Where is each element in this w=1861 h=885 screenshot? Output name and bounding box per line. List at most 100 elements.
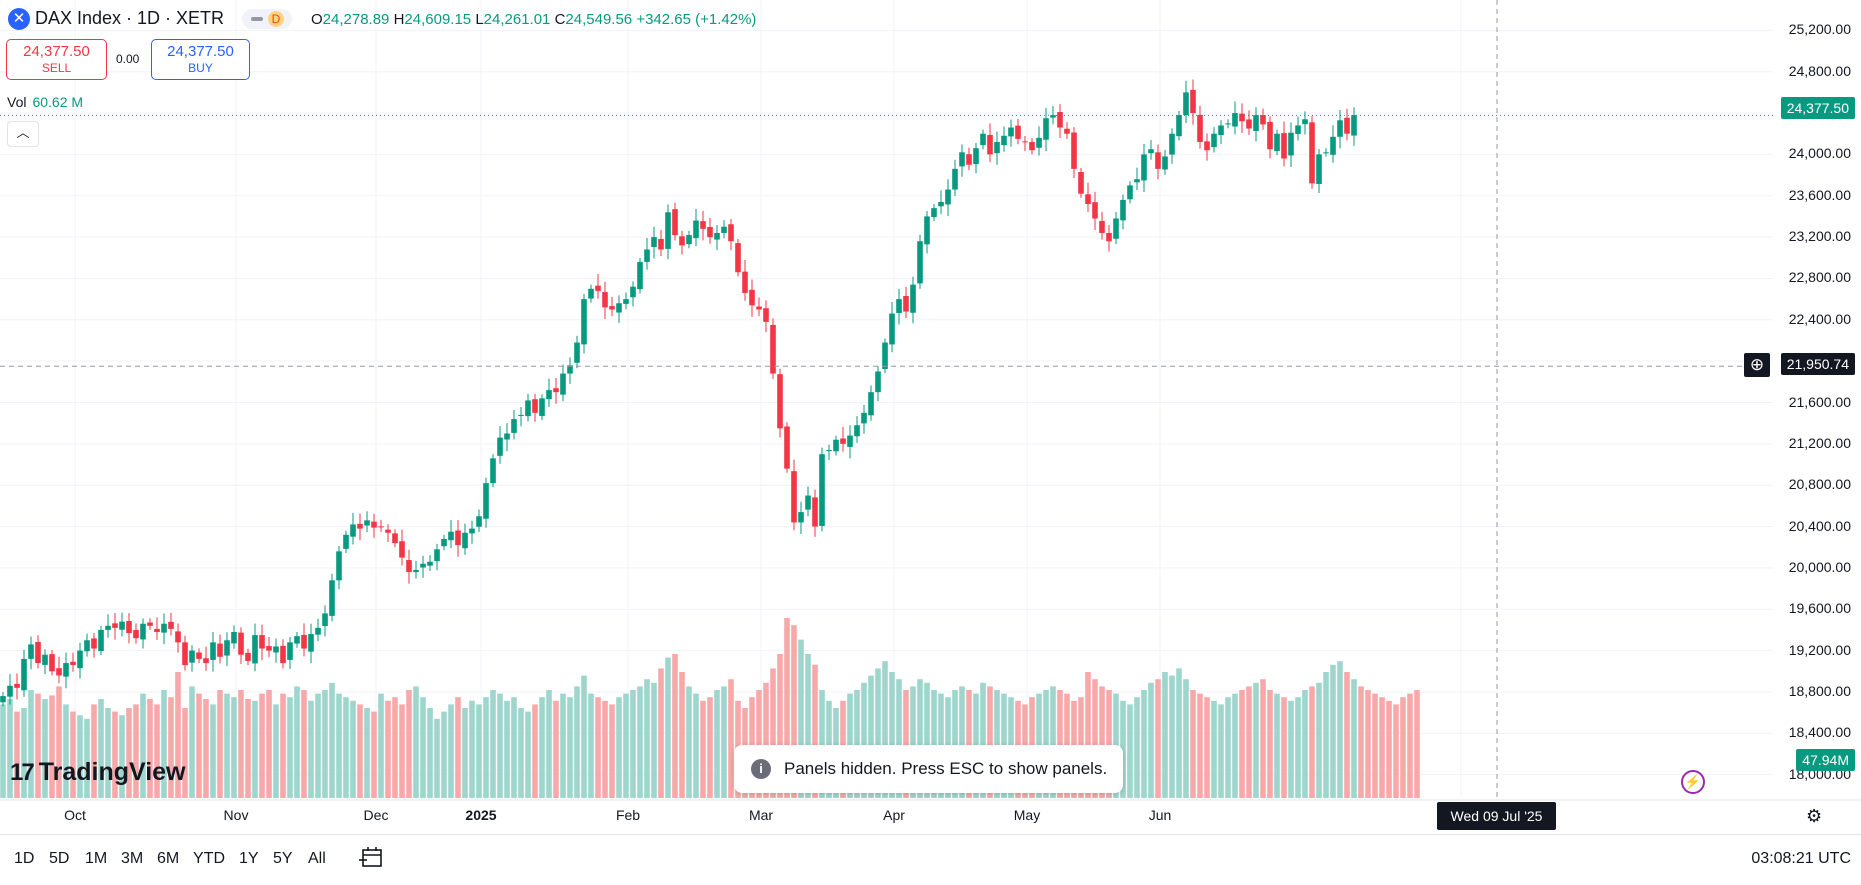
volume-bar — [924, 682, 930, 798]
market-status-pill[interactable]: D — [242, 9, 292, 29]
candle-body — [483, 483, 489, 519]
volume-bar — [1400, 697, 1406, 798]
sell-button[interactable]: 24,377.50 SELL — [6, 39, 107, 80]
symbol-title[interactable]: DAX Index · 1D · XETR — [35, 8, 225, 28]
buy-button[interactable]: 24,377.50 BUY — [151, 39, 250, 80]
settings-gear-icon[interactable]: ⚙ — [1806, 806, 1823, 826]
range-5y-button[interactable]: 5Y — [273, 850, 293, 867]
candle-body — [91, 638, 97, 649]
tradingview-logo[interactable]: 17 TradingView — [10, 758, 186, 787]
candle-body — [1295, 125, 1301, 134]
range-1m-button[interactable]: 1M — [85, 850, 108, 867]
volume-bar — [371, 711, 377, 798]
volume-bar — [448, 704, 454, 798]
range-3m-button[interactable]: 3M — [121, 850, 144, 867]
minus-icon — [251, 17, 263, 21]
volume-bar — [1106, 690, 1112, 798]
candle-body — [1078, 171, 1084, 194]
candle-body — [385, 529, 391, 533]
candle-body — [1043, 118, 1049, 140]
candle-body — [581, 299, 587, 345]
bottom-toolbar — [0, 834, 1861, 885]
volume-bar — [791, 625, 797, 798]
lightning-icon[interactable]: ⚡ — [1681, 770, 1705, 794]
volume-bar — [1099, 686, 1105, 798]
volume-bar — [70, 711, 76, 798]
candle-body — [469, 528, 475, 534]
candle-body — [1001, 135, 1007, 146]
candle-body — [560, 373, 566, 395]
candle-body — [630, 286, 636, 298]
candle-body — [490, 458, 496, 484]
volume-bar — [1183, 679, 1189, 798]
volume-bar — [1309, 686, 1315, 798]
calendar-goto-icon[interactable] — [359, 846, 383, 868]
add-alert-plus-icon[interactable]: ⊕ — [1744, 353, 1770, 377]
range-6m-button[interactable]: 6M — [157, 850, 180, 867]
candle-body — [966, 154, 972, 165]
buy-price: 24,377.50 — [167, 43, 234, 60]
volume-bar — [1414, 690, 1420, 798]
candle-body — [686, 235, 692, 245]
volume-bar — [168, 697, 174, 798]
volume-bar — [266, 690, 272, 798]
volume-bar — [1316, 682, 1322, 798]
candle-body — [1029, 141, 1035, 151]
volume-bar — [203, 699, 209, 798]
volume-bar — [1260, 679, 1266, 798]
candle-body — [847, 435, 853, 447]
candle-body — [644, 249, 650, 262]
volume-bar — [952, 690, 958, 798]
price-axis-tick: 23,200.00 — [1788, 228, 1851, 245]
volume-bar — [385, 700, 391, 798]
candle-body — [742, 271, 748, 293]
candle-body — [84, 640, 90, 652]
candle-body — [1316, 154, 1322, 184]
range-5d-button[interactable]: 5D — [49, 850, 70, 867]
volume-bar — [56, 686, 62, 798]
candle-body — [105, 625, 111, 630]
change-value: +342.65 (+1.42%) — [636, 11, 757, 28]
candle-body — [861, 412, 867, 424]
candle-body — [364, 520, 370, 526]
candle-body — [539, 398, 545, 416]
candle-body — [497, 437, 503, 456]
candle-body — [588, 288, 594, 299]
volume-legend: Vol 60.62 M — [7, 94, 83, 110]
utc-clock[interactable]: 03:08:21 UTC — [1751, 850, 1851, 867]
volume-bar — [1407, 693, 1413, 798]
candle-body — [854, 425, 860, 437]
sell-label: SELL — [41, 61, 72, 75]
candle-body — [462, 532, 468, 549]
candle-body — [735, 243, 741, 273]
time-axis-tick: Nov — [223, 807, 249, 823]
volume-bar — [1253, 682, 1259, 798]
candle-body — [1008, 127, 1014, 137]
candle-body — [35, 641, 41, 664]
candle-body — [1085, 194, 1091, 205]
volume-bar — [560, 693, 566, 798]
tradingview-mark-icon: 17 — [10, 758, 35, 786]
candle-body — [196, 652, 202, 659]
range-all-button[interactable]: All — [308, 850, 326, 867]
candle-body — [826, 450, 832, 452]
candle-body — [882, 342, 888, 370]
candle-body — [259, 635, 265, 649]
sell-price: 24,377.50 — [23, 43, 90, 60]
volume-bar — [1295, 697, 1301, 798]
range-ytd-button[interactable]: YTD — [193, 850, 225, 867]
candle-body — [154, 628, 160, 632]
volume-bar — [882, 661, 888, 798]
candle-body — [406, 560, 412, 573]
candle-body — [455, 530, 461, 546]
candle-body — [1127, 185, 1133, 200]
candle-body — [889, 313, 895, 345]
volume-bar — [931, 690, 937, 798]
collapse-legend-button[interactable]: ︿ — [7, 121, 39, 147]
range-1y-button[interactable]: 1Y — [239, 850, 259, 867]
volume-bar — [301, 690, 307, 798]
range-1d-button[interactable]: 1D — [14, 850, 35, 867]
price-axis-tick: 18,400.00 — [1788, 724, 1851, 741]
candle-body — [1253, 115, 1259, 132]
